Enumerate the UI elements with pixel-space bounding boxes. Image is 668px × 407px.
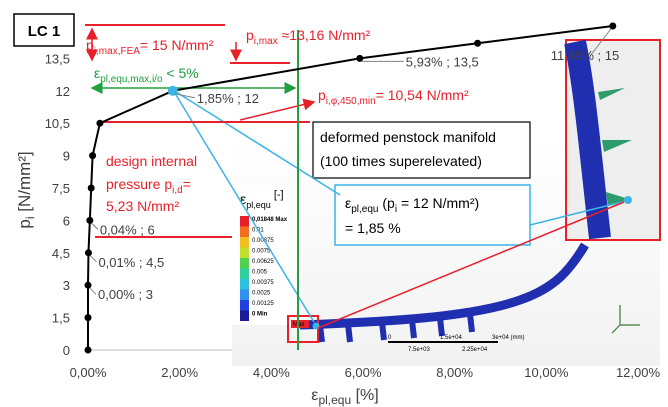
x-title-part: pl,equ	[318, 393, 351, 407]
marker	[86, 217, 93, 224]
annotation-part: i,φ,450,min	[326, 96, 376, 107]
scale-label: 2.25e+04	[462, 347, 488, 353]
annotation-part: i,max	[254, 36, 278, 47]
eps-part: = 12 N/mm²)	[397, 195, 479, 211]
y-tick-label: 0	[63, 343, 70, 358]
color-swatch	[240, 269, 249, 280]
x-tick-label: 4,00%	[253, 365, 290, 380]
color-swatch	[240, 227, 249, 238]
marker	[88, 185, 95, 192]
color-swatch	[240, 290, 249, 301]
y-tick-label: 9	[63, 149, 70, 164]
marker	[85, 314, 92, 321]
annotation: pressure pi,d=	[106, 176, 191, 196]
annotation-part: =	[183, 176, 191, 192]
annotation: pi,max ≈13,16 N/mm²	[246, 27, 371, 47]
legend-value: 0.00375	[252, 280, 274, 286]
zoom-point	[624, 196, 632, 204]
data-label: 0,01% ; 4,5	[98, 255, 164, 270]
x-tick-label: 12,00%	[616, 365, 661, 380]
marker	[609, 23, 616, 30]
legend-title-part: [-]	[271, 189, 284, 201]
x-title-part: ε	[311, 387, 318, 404]
y-tick-label: 7,5	[52, 181, 70, 196]
legend-value: 0.0025	[252, 291, 271, 297]
y-tick-label: 13,5	[45, 51, 70, 66]
y-tick-label: 1,5	[52, 311, 70, 326]
legend-value: 0.0075	[252, 249, 271, 255]
eps-box	[335, 185, 530, 245]
x-axis-title: εpl,equ [%]	[311, 387, 378, 407]
color-swatch	[240, 279, 249, 290]
annotation-part: p	[246, 27, 254, 43]
annotation-part: = 10,54 N/mm²	[376, 87, 469, 103]
marker	[85, 282, 92, 289]
case-label: LC 1	[28, 23, 61, 40]
color-swatch	[240, 311, 249, 322]
label-leader	[92, 223, 98, 229]
legend-value: 0.00125	[252, 301, 274, 307]
x-tick-label: 8,00%	[436, 365, 473, 380]
color-swatch	[240, 248, 249, 259]
annotation-part: < 5%	[163, 65, 199, 81]
y-tick-label: 4,5	[52, 246, 70, 261]
annotation: 5,23 N/mm²	[106, 198, 179, 214]
x-tick-label: 10,00%	[524, 365, 569, 380]
legend-value: 0.00625	[252, 259, 274, 265]
legend-value: 0,01848 Max	[252, 217, 288, 223]
scale-label: 7.5e+03	[408, 347, 431, 353]
eps-part: pl,equ	[351, 204, 378, 215]
color-swatch	[240, 237, 249, 248]
y-tick-label: 6	[63, 213, 70, 228]
marker	[85, 249, 92, 256]
x-tick-label: 2,00%	[161, 365, 198, 380]
x-tick-label: 0,00%	[70, 365, 107, 380]
y-axis-title: pi [N/mm²]	[15, 151, 37, 228]
marker	[96, 120, 103, 127]
annotation: εpl,equ,max,i/o < 5%	[94, 65, 199, 85]
annotation-part: pl,equ,max,i/o	[100, 74, 163, 85]
annotation: design internal	[106, 153, 197, 169]
eps-part: (p	[379, 195, 396, 211]
annotation-part: i,d	[172, 185, 183, 196]
eps-box-text: = 1,85 %	[345, 220, 401, 236]
y-title-part: [N/mm²]	[15, 151, 34, 216]
annotation: pi,max,FEA= 15 N/mm²	[86, 37, 214, 57]
annotation-part: = 15 N/mm²	[140, 37, 214, 53]
data-label: 11,45% ; 15	[551, 48, 619, 63]
data-label: 0,00% ; 3	[98, 287, 153, 302]
data-label: 1,85% ; 12	[197, 91, 259, 106]
legend-title-part: pl,equ	[246, 200, 271, 210]
data-label: 5,93% ; 13,5	[406, 54, 479, 69]
y-title-part: p	[15, 219, 34, 228]
label-leader	[90, 256, 96, 262]
annotation-part: p	[318, 87, 326, 103]
annotation-part: i,max,FEA	[94, 46, 140, 57]
deformed-text: (100 times superelevated)	[320, 153, 482, 169]
color-swatch	[240, 300, 249, 311]
legend-value: 0.005	[252, 270, 268, 276]
marker	[85, 347, 92, 354]
annotation-part: ≈13,16 N/mm²	[278, 27, 371, 43]
annotation: pi,φ,450,min= 10,54 N/mm²	[318, 87, 469, 107]
color-swatch	[240, 216, 249, 227]
marker	[89, 152, 96, 159]
deformed-text: deformed penstock manifold	[320, 129, 496, 145]
x-tick-label: 6,00%	[345, 365, 382, 380]
marker	[356, 55, 363, 62]
x-title-part: [%]	[351, 387, 379, 404]
y-tick-label: 3	[63, 278, 70, 293]
y-tick-label: 12	[56, 84, 70, 99]
y-tick-label: 10,5	[45, 116, 70, 131]
annotation-part: p	[86, 37, 94, 53]
scale-label: 1.5e+04	[440, 335, 463, 341]
marker	[474, 40, 481, 47]
label-leader	[90, 288, 96, 294]
legend-value: 0 Min	[252, 312, 268, 318]
color-swatch	[240, 258, 249, 269]
chart: 0 1,5 3 4,5 6 7,5 9 10,5 12 13,5 0,00% 2,00% 4,00% 6,…	[0, 0, 668, 407]
annotation-part: pressure p	[106, 176, 172, 192]
scale-label: 3e+04 (mm)	[492, 335, 525, 341]
data-label: 0,04% ; 6	[100, 222, 155, 237]
